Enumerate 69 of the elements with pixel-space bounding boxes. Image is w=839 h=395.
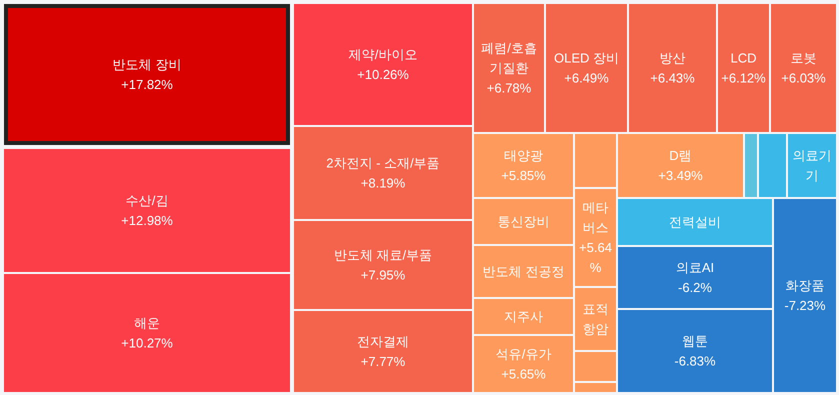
- cell: 수산/김 +12.98%: [4, 149, 290, 272]
- category-label: 반도체 장비: [112, 57, 182, 72]
- data-label: +5.85%: [501, 168, 546, 183]
- data-label: +10.27%: [121, 336, 174, 350]
- category-label: 통신장비: [498, 214, 550, 229]
- category-label: 반도체 전공정: [482, 264, 564, 279]
- data-label: +7.95%: [360, 268, 406, 282]
- data-label: -7.23%: [784, 298, 826, 313]
- cell: 석유/유가 +5.65%: [474, 336, 573, 392]
- category-label: D램: [669, 148, 692, 163]
- cell: 웹툰 -6.83%: [618, 310, 772, 392]
- category-label: 폐렴/호흡 기질환: [481, 40, 537, 76]
- cell: 반도체 장비 +17.82%: [4, 4, 290, 145]
- category-label: 태양광: [504, 148, 543, 163]
- category-label: 화장품: [786, 278, 824, 293]
- data-label: +6.78%: [486, 80, 532, 96]
- category-label: 전자결제: [357, 334, 409, 349]
- cell: 메타버스 +5.64%: [575, 189, 616, 286]
- data-label: +10.26%: [357, 67, 410, 82]
- cell: 의료기기: [788, 134, 836, 197]
- cell: 반도체 전공정: [474, 246, 573, 297]
- cell: 해운 +10.27%: [4, 274, 290, 392]
- data-label: -6.2%: [678, 280, 712, 295]
- cell: 로봇 +6.03%: [771, 4, 836, 132]
- data-label: +6.49%: [564, 70, 610, 86]
- category-label: 2차전지 - 소재/부품: [326, 156, 440, 170]
- cell: 지주사: [474, 299, 573, 334]
- data-label: +8.19%: [360, 176, 406, 190]
- cell: 전자결제 +7.77%: [294, 311, 472, 392]
- category-label: OLED 장비: [554, 50, 620, 66]
- cell: 전력설비: [618, 199, 772, 245]
- data-label: -6.83%: [674, 354, 716, 368]
- cell: 제약/바이오 +10.26%: [294, 4, 472, 125]
- category-label: 해운: [134, 316, 160, 330]
- data-label: +12.98%: [121, 213, 174, 228]
- data-label: +3.49%: [658, 168, 704, 183]
- cell: D램 +3.49%: [618, 134, 743, 197]
- category-label: 제약/바이오: [348, 47, 418, 62]
- cell: 2차전지 - 소재/부품 +8.19%: [294, 127, 472, 219]
- cell: 의료AI -6.2%: [618, 247, 772, 308]
- category-label: 의료AI: [676, 260, 714, 275]
- category-label: 석유/유가: [496, 346, 552, 362]
- category-label: 표적항암: [582, 302, 608, 336]
- category-label: 전력설비: [669, 214, 721, 230]
- category-label: 의료기기: [792, 148, 832, 183]
- cell: 화장품 -7.23%: [774, 199, 836, 392]
- cell: 방산 +6.43%: [629, 4, 716, 132]
- cell: 폐렴/호흡 기질환 +6.78%: [474, 4, 544, 132]
- data-label: +6.03%: [781, 70, 826, 86]
- category-label: 로봇: [790, 50, 816, 66]
- category-label: 수산/김: [126, 193, 168, 208]
- cell: 통신장비: [474, 199, 573, 244]
- cell: LCD +6.12%: [718, 4, 769, 132]
- data-label: +6.12%: [721, 70, 766, 86]
- category-label: 방산: [660, 50, 686, 66]
- cell: 표적항암: [575, 288, 616, 350]
- cell: 태양광 +5.85%: [474, 134, 573, 197]
- data-label: +17.82%: [121, 77, 174, 92]
- cell: OLED 장비 +6.49%: [546, 4, 627, 132]
- category-label: 메타버스: [582, 200, 608, 235]
- data-label: +5.64%: [579, 240, 612, 275]
- data-label: +7.77%: [360, 354, 406, 369]
- category-label: 웹툰: [682, 334, 708, 348]
- data-label: +5.65%: [501, 366, 546, 382]
- category-label: 지주사: [504, 309, 543, 324]
- category-label: 반도체 재료/부품: [334, 248, 432, 262]
- data-label: +6.43%: [650, 70, 696, 86]
- cell: 반도체 재료/부품 +7.95%: [294, 221, 472, 309]
- category-label: LCD: [730, 50, 757, 66]
